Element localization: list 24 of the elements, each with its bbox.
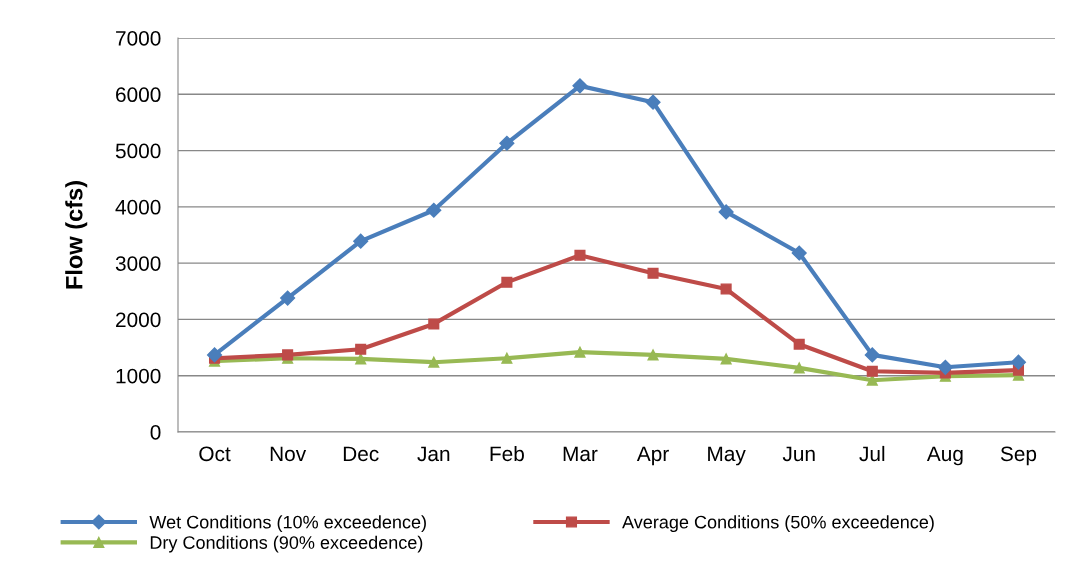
y-tick-label: 3000 <box>115 256 161 271</box>
x-tick-label: Sep <box>1000 446 1037 466</box>
x-tick-label: Feb <box>490 445 524 462</box>
x-tick-label: Nov <box>270 446 307 462</box>
y-tick-label: 5000 <box>115 143 161 159</box>
y-axis-title: Flow (cfs) <box>65 181 88 289</box>
x-tick-label: Oct <box>199 446 231 462</box>
y-tick-label: 0 <box>150 425 161 440</box>
legend-label: Dry Conditions (90% exceedence) <box>150 535 423 553</box>
x-tick-label: Jul <box>859 445 885 462</box>
x-tick-label: Dec <box>343 446 379 462</box>
x-tick-label: Mar <box>563 446 598 462</box>
y-tick-label: 4000 <box>115 199 161 215</box>
legend-label: Wet Conditions (10% exceedence) <box>149 515 426 533</box>
y-tick-label: 2000 <box>116 312 161 328</box>
x-tick-label: Jan <box>417 446 450 462</box>
x-tick-label: May <box>708 446 746 466</box>
x-tick-label: Jun <box>782 446 815 462</box>
y-tick-label: 1000 <box>116 368 161 384</box>
legend-label: Average Conditions (50% exceedence) <box>622 515 934 533</box>
x-tick-label: Apr <box>636 446 669 466</box>
x-tick-label: Aug <box>926 446 963 466</box>
y-tick-label: 6000 <box>116 87 161 103</box>
y-tick-label: 7000 <box>116 31 161 46</box>
